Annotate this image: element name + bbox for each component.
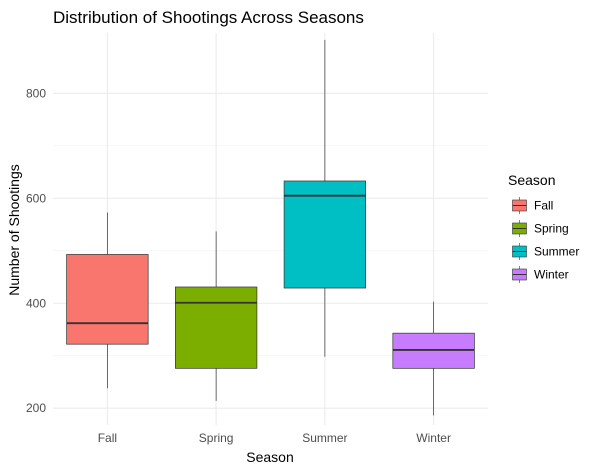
legend-label: Fall (534, 199, 553, 213)
y-tick-label: 200 (26, 401, 46, 415)
chart-title: Distribution of Shootings Across Seasons (53, 8, 364, 27)
y-axis: 200 400 600 800 (26, 86, 46, 415)
box-rect (66, 254, 149, 345)
box-winter (392, 301, 475, 416)
legend-item-summer: Summer (512, 243, 579, 260)
y-axis-title: Number of Shootings (6, 164, 22, 296)
legend-label: Winter (534, 268, 569, 282)
legend-title: Season (508, 172, 555, 188)
box-fall (66, 212, 149, 389)
legend-label: Spring (534, 222, 569, 236)
legend-label: Summer (534, 245, 579, 259)
grid (53, 33, 488, 425)
x-tick-label: Summer (302, 431, 347, 445)
box-rect (283, 180, 367, 289)
x-tick-label: Winter (416, 431, 451, 445)
box-rect (174, 286, 258, 369)
legend-item-winter: Winter (512, 266, 569, 283)
x-tick-label: Spring (199, 431, 234, 445)
legend-item-spring: Spring (512, 220, 569, 237)
y-tick-label: 800 (26, 86, 46, 100)
x-axis-title: Season (246, 449, 293, 465)
x-axis: Fall Spring Summer Winter (98, 431, 451, 445)
x-tick-label: Fall (98, 431, 117, 445)
y-tick-label: 600 (26, 191, 46, 205)
boxes (66, 39, 475, 416)
box-spring (174, 231, 258, 401)
y-tick-label: 400 (26, 296, 46, 310)
legend-item-fall: Fall (512, 197, 553, 214)
box-summer (283, 39, 367, 357)
legend: Season Fall Spring Summer Winter (508, 172, 579, 283)
